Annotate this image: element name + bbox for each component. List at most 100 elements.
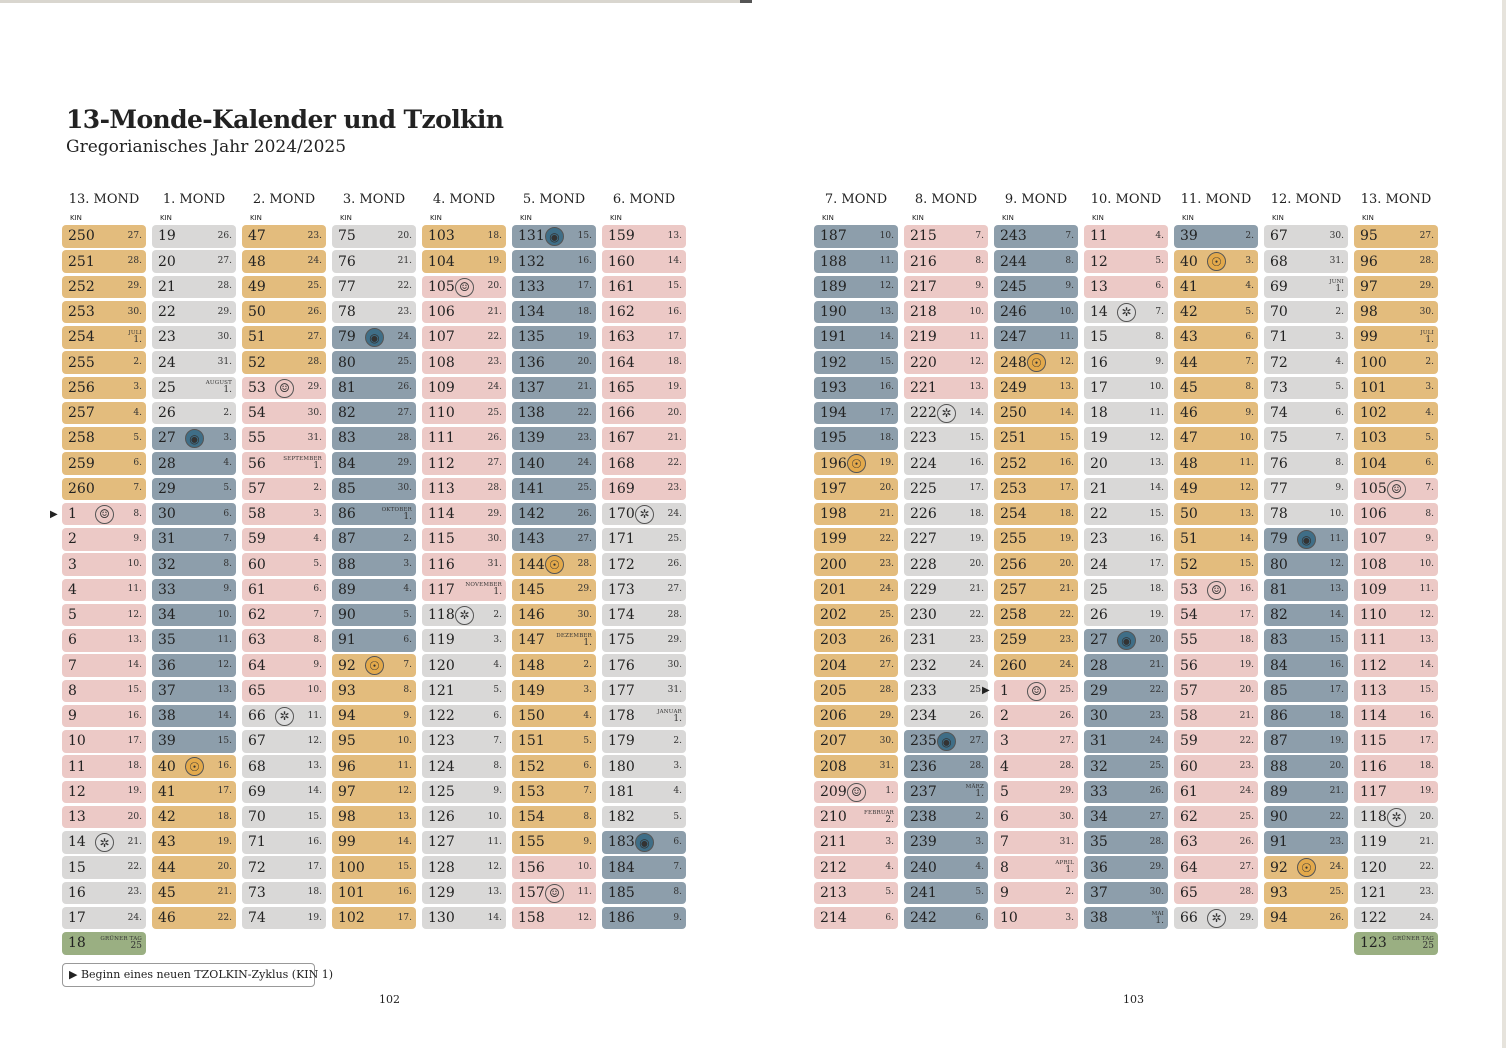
kin-cell: 80 25. (332, 351, 416, 374)
date-label: 15. (128, 686, 142, 695)
kin-cell: 251 28. (62, 250, 146, 273)
kin-number: 75 (1270, 430, 1288, 447)
kin-number: 111 (428, 430, 455, 447)
day-number: 5. (493, 685, 502, 696)
kin-cell: 259 23. (994, 629, 1078, 652)
kin-cell: 27 ◉ 3. (152, 427, 236, 450)
date-label: 16. (218, 762, 232, 771)
day-number: 13. (1059, 382, 1074, 393)
kin-number: 208 (820, 758, 847, 775)
day-number: 27. (667, 584, 682, 595)
date-label: 17. (1150, 560, 1164, 569)
date-label: 12. (218, 661, 232, 670)
date-label: 18. (488, 231, 502, 241)
top-rule-mark (740, 0, 752, 3)
kin-number: 135 (518, 329, 545, 346)
date-label: 27. (578, 534, 592, 544)
day-number: 9. (1425, 533, 1434, 544)
maya-glyph-icon: ☉ (365, 656, 384, 676)
kin-cell: 219 11. (904, 326, 988, 349)
kin-cell: 89 4. (332, 578, 416, 602)
kin-cell: 63 26. (1174, 831, 1258, 854)
kin-number: 172 (608, 556, 635, 573)
kin-cell: 119 21. (1354, 831, 1438, 854)
day-number: 12. (1149, 432, 1164, 443)
kin-number: 44 (1180, 354, 1198, 371)
kin-number: 204 (820, 657, 847, 674)
kin-cell: 62 7. (242, 603, 326, 627)
kin-number: 46 (158, 910, 176, 927)
kin-number: 47 (248, 228, 266, 245)
day-number: 4. (1335, 357, 1344, 368)
kin-cell: 46 9. (1174, 401, 1258, 425)
kin-number: 51 (248, 329, 266, 346)
kin-number: 18 (1090, 405, 1108, 422)
kin-number: 105 (1360, 480, 1387, 497)
kin-cell: 64 27. (1174, 856, 1258, 879)
day-number: 13. (217, 685, 232, 696)
kin-cell: 195 18. (814, 427, 898, 450)
date-label: 15. (1330, 635, 1344, 645)
kin-cell: 221 13. (904, 376, 988, 400)
date-label: 21. (1150, 661, 1164, 670)
kin-cell: 227 19. (904, 528, 988, 551)
day-number: 12. (577, 912, 592, 923)
date-label: 4. (133, 408, 142, 418)
kin-number: 231 (910, 632, 937, 649)
date-label: 7. (583, 787, 592, 796)
kin-number: 43 (1180, 329, 1198, 346)
day-number: 13. (1149, 458, 1164, 469)
kin-label: KIN (822, 214, 834, 222)
day-number: 22. (879, 533, 894, 544)
day-number: 9. (975, 281, 984, 292)
kin-number: 31 (158, 531, 176, 548)
date-label: 17. (218, 787, 232, 796)
date-label: 7. (1335, 433, 1344, 443)
date-label: 24. (1150, 736, 1164, 746)
date-label: 28. (218, 282, 232, 291)
date-label: 22. (128, 863, 142, 872)
kin-cell: 97 12. (332, 780, 416, 804)
kin-label: KIN (1362, 214, 1374, 222)
day-number: 10. (487, 811, 502, 822)
mond-column: 7. MOND KIN 187 10. 188 11. 189 12. 190 13. 191 14.… (814, 190, 898, 932)
date-label: 6. (223, 509, 232, 519)
day-number: 25. (487, 407, 502, 418)
day-number: 15. (1149, 508, 1164, 519)
day-number: 10. (1419, 559, 1434, 570)
kin-cell: 150 4. (512, 704, 596, 728)
kin-number: 105 (428, 278, 455, 295)
day-number: 21. (127, 836, 142, 847)
kin-cell: 115 17. (1354, 730, 1438, 753)
date-label: 9. (1155, 358, 1164, 367)
date-label: 18. (1420, 762, 1434, 771)
day-number: 17. (1329, 685, 1344, 696)
date-label: 29. (398, 459, 412, 468)
kin-cell: 116 18. (1354, 755, 1438, 778)
day-number: 8. (1065, 256, 1074, 267)
kin-number: 8 (68, 682, 77, 699)
day-number: 11. (1239, 458, 1254, 469)
day-number: 18. (1239, 634, 1254, 645)
kin-cell: 111 26. (422, 427, 506, 450)
date-label: 15. (1240, 560, 1254, 569)
kin-cell: 210 FEBRUAR 2. (814, 805, 898, 829)
day-number: 8. (673, 887, 682, 898)
kin-number: 7 (1000, 834, 1009, 851)
kin-number: 171 (608, 531, 635, 548)
kin-cell: 81 26. (332, 376, 416, 400)
kin-cell: 112 27. (422, 452, 506, 475)
kin-cell: 114 16. (1354, 704, 1438, 728)
day-number: 31. (217, 357, 232, 368)
kin-number: 229 (910, 581, 937, 598)
day-number: 18. (1149, 584, 1164, 595)
kin-number: 52 (248, 354, 266, 371)
kin-cell: 90 5. (332, 603, 416, 627)
kin-number: 220 (910, 354, 937, 371)
kin-number: 36 (158, 657, 176, 674)
date-label: 5. (403, 610, 412, 620)
date-label: 5. (133, 433, 142, 443)
date-label: 8. (975, 257, 984, 266)
kin-cell: 134 18. (512, 300, 596, 324)
date-label: 11. (1060, 332, 1074, 342)
